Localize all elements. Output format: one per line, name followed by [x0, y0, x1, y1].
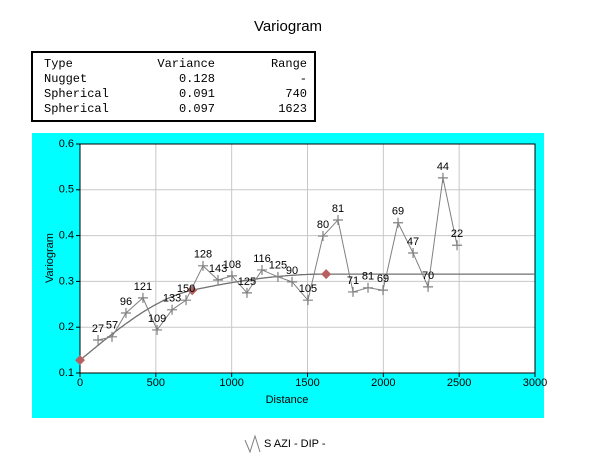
- point: [287, 276, 298, 287]
- table-header: Type: [44, 57, 73, 71]
- pair-count-label: 81: [362, 271, 374, 283]
- pair-count-label: 143: [209, 263, 227, 275]
- pair-count-label: 27: [92, 323, 104, 335]
- table-cell: 1623: [278, 102, 307, 116]
- y-tick-label: 0.6: [59, 138, 74, 150]
- point: [378, 285, 389, 296]
- pair-count-label: 108: [223, 259, 241, 271]
- y-tick-label: 0.1: [59, 367, 74, 379]
- y-axis-label: Variogram: [44, 233, 56, 283]
- pair-count-label: 81: [332, 203, 344, 215]
- pair-count-label: 105: [299, 283, 317, 295]
- pair-count-label: 109: [148, 313, 166, 325]
- point: [332, 215, 343, 226]
- point: [317, 231, 328, 242]
- point: [393, 217, 404, 228]
- pair-count-label: 70: [422, 270, 434, 282]
- table-cell: Spherical: [44, 87, 109, 101]
- table-header: Range: [271, 57, 307, 71]
- legend-icon: [244, 434, 261, 454]
- model-curve: [79, 273, 535, 361]
- point: [120, 308, 131, 319]
- point: [181, 295, 192, 306]
- point: [408, 248, 419, 259]
- table-cell: Nugget: [44, 72, 87, 86]
- pair-count-label: 44: [437, 161, 449, 173]
- y-tick-label: 0.3: [59, 275, 74, 287]
- pair-count-label: 125: [238, 276, 256, 288]
- pair-count-label: 150: [177, 283, 195, 295]
- pair-count-label: 133: [163, 293, 181, 305]
- table-cell: 0.097: [179, 102, 215, 116]
- x-tick-label: 2500: [447, 377, 471, 389]
- plot: 0 500 1000 1500 2000 2500 3000 0.1 0.2 0.3 0.4 0.5 0…: [59, 138, 548, 389]
- point: [423, 281, 434, 292]
- table-cell: -: [300, 72, 307, 86]
- table-header: Variance: [157, 57, 215, 71]
- point: [137, 292, 148, 303]
- point: [437, 172, 448, 183]
- point: [93, 335, 104, 346]
- pair-count-label: 69: [377, 273, 389, 285]
- point: [302, 295, 313, 306]
- table-cell: 740: [285, 87, 307, 101]
- point: [198, 260, 209, 271]
- model-marker: [75, 355, 85, 366]
- pair-count-label: 116: [253, 253, 271, 265]
- pair-count-label: 80: [317, 219, 329, 231]
- model-marker: [321, 269, 332, 280]
- pair-count-label: 22: [451, 228, 463, 240]
- table-cell: 0.091: [179, 87, 215, 101]
- point: [152, 324, 163, 335]
- point: [107, 331, 118, 342]
- point: [167, 304, 178, 315]
- point: [257, 264, 267, 275]
- y-tick-label: 0.4: [59, 230, 74, 242]
- title: Variogram: [254, 18, 322, 35]
- pair-count-label: 121: [134, 281, 152, 293]
- point: [348, 286, 358, 297]
- x-tick-label: 1500: [295, 377, 319, 389]
- point: [213, 275, 224, 286]
- x-tick-label: 0: [77, 377, 83, 389]
- table: Type Variance Range Nugget 0.128 - Spherical 0.…: [44, 57, 307, 116]
- legend-label: S AZI - DIP -: [264, 438, 326, 450]
- pair-count-label: 128: [194, 249, 212, 261]
- point: [241, 287, 252, 298]
- pair-count-label: 125: [269, 260, 287, 272]
- x-tick-label: 3000: [523, 377, 547, 389]
- x-axis-label: Distance: [266, 394, 309, 406]
- x-tick-label: 500: [147, 377, 165, 389]
- table-box: [31, 51, 316, 122]
- x-tick-label: 2000: [371, 377, 395, 389]
- pair-count-label: 96: [120, 296, 132, 308]
- point: [452, 240, 463, 251]
- point: [272, 271, 283, 282]
- y-tick-label: 0.5: [59, 184, 74, 196]
- table-cell: 0.128: [179, 72, 215, 86]
- pair-count-label: 69: [392, 206, 404, 218]
- point: [226, 270, 237, 281]
- table-cell: Spherical: [44, 102, 109, 116]
- pair-count-label: 57: [106, 320, 118, 332]
- pair-count-label: 71: [347, 275, 359, 287]
- pair-count-label: 47: [407, 236, 419, 248]
- pair-count-label: 90: [286, 265, 298, 277]
- y-tick-label: 0.2: [59, 321, 74, 333]
- x-tick-label: 1000: [219, 377, 243, 389]
- plot-frame: [79, 143, 536, 374]
- point: [363, 282, 374, 293]
